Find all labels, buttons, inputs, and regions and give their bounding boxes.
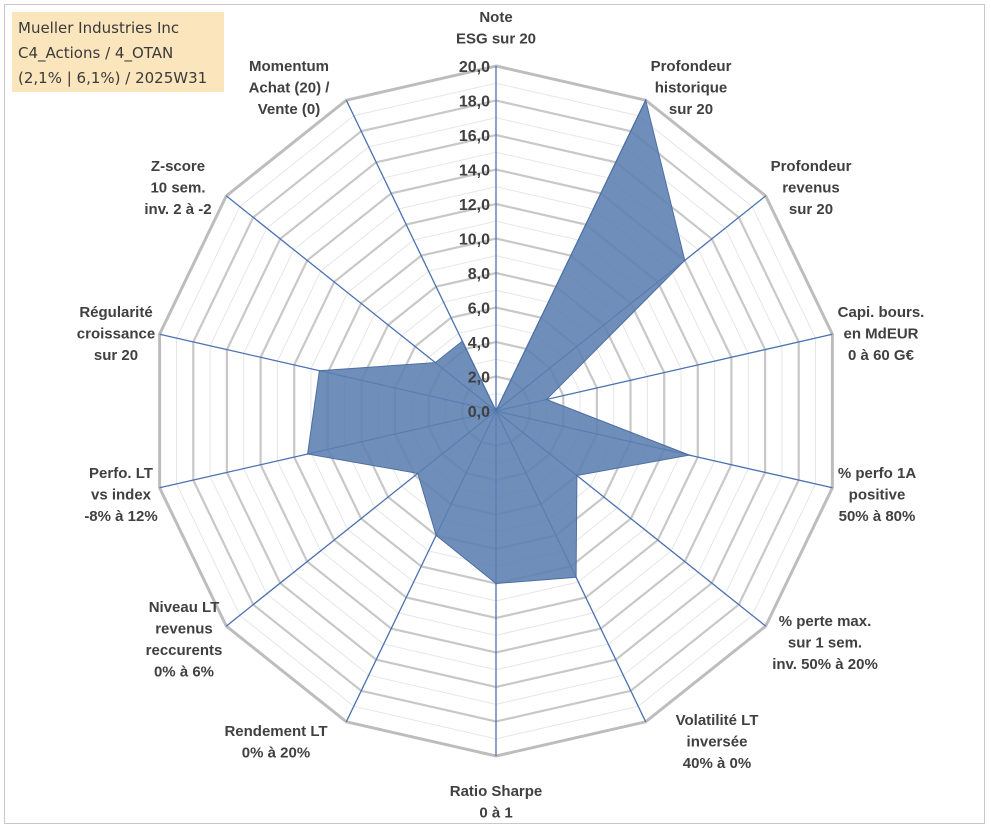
data-point-5: [576, 474, 578, 477]
period-label: (2,1% | 6,1%) / 2025W31: [18, 69, 208, 87]
radar-tick-labels: 0,0 2,0 4,0 6,0 8,0 10,0 12,0 14,0 16,0 18,0 20,0: [459, 59, 490, 421]
tick-label: 2,0: [468, 370, 490, 387]
axis-label-13: Momentum Achat (20) / Vente (0): [249, 58, 331, 118]
data-point-11: [318, 369, 321, 372]
radar-series: [306, 98, 692, 585]
tick-label: 10,0: [459, 232, 490, 249]
data-point-0: [495, 410, 497, 412]
tick-label: 6,0: [468, 301, 490, 318]
company-name: Mueller Industries Inc: [18, 19, 180, 37]
axis-label-4: % perfo 1A positive 50% à 80%: [838, 465, 917, 525]
axis-label-11: Régularité croissance sur 20: [77, 304, 155, 364]
axis-label-12: Z-score 10 sem. inv. 2 à -2: [144, 158, 211, 218]
axis-label-7: Ratio Sharpe 0 à 1: [450, 783, 543, 822]
axis-label-3: Capi. bours. en MdEUR 0 à 60 G€: [838, 304, 925, 364]
tick-label: 8,0: [468, 266, 490, 283]
data-point-3: [545, 398, 548, 401]
tick-label: 0,0: [468, 404, 490, 421]
data-point-8: [435, 534, 437, 537]
data-point-6: [575, 576, 577, 579]
axis-label-2: Profondeur revenus sur 20: [771, 158, 852, 218]
data-point-9: [417, 472, 419, 475]
tick-label: 14,0: [459, 163, 490, 180]
axis-label-10: Perfo. LT vs index -8% à 12%: [84, 465, 157, 525]
tick-label: 20,0: [459, 59, 490, 76]
data-point-10: [306, 453, 309, 455]
data-point-7: [495, 582, 497, 585]
tick-label: 16,0: [459, 128, 490, 145]
info-box: Mueller Industries Inc C4_Actions / 4_OT…: [12, 12, 224, 92]
data-point-1: [644, 99, 647, 101]
tick-label: 12,0: [459, 197, 490, 214]
radar-axis-labels: Note ESG sur 20 Profondeur historique sur 20…: [77, 9, 925, 822]
spoke-3: [495, 333, 833, 412]
tick-label: 4,0: [468, 335, 490, 352]
data-point-4: [688, 454, 691, 456]
axis-label-0: Note ESG sur 20: [456, 9, 536, 48]
data-point-12: [434, 361, 437, 364]
axis-label-6: Volatilité LT inversée 40% à 0%: [676, 712, 759, 772]
axis-label-8: Rendement LT 0% à 20%: [224, 723, 327, 762]
axis-label-5: % perte max. sur 1 sem. inv. 50% à 20%: [772, 613, 878, 673]
data-point-2: [684, 259, 686, 262]
tick-label: 18,0: [459, 94, 490, 111]
axis-label-1: Profondeur historique sur 20: [651, 58, 732, 118]
portfolio-label: C4_Actions / 4_OTAN: [18, 44, 174, 62]
data-point-13: [461, 340, 464, 342]
axis-label-9: Niveau LT revenus reccurents 0% à 6%: [146, 599, 223, 681]
